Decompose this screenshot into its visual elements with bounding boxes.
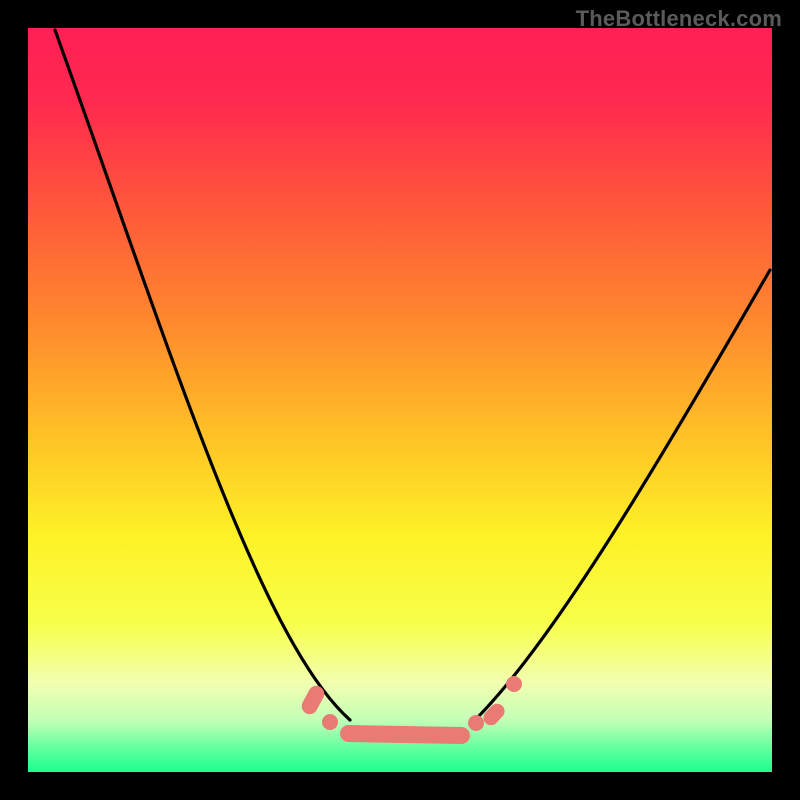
marker-dot xyxy=(322,714,338,730)
chart-frame: TheBottleneck.com xyxy=(0,0,800,800)
marker-dot xyxy=(506,676,522,692)
chart-svg xyxy=(0,0,800,800)
marker-capsule xyxy=(340,725,470,744)
marker-dot xyxy=(468,715,484,731)
gradient-background xyxy=(28,28,772,772)
watermark-text: TheBottleneck.com xyxy=(576,6,782,32)
